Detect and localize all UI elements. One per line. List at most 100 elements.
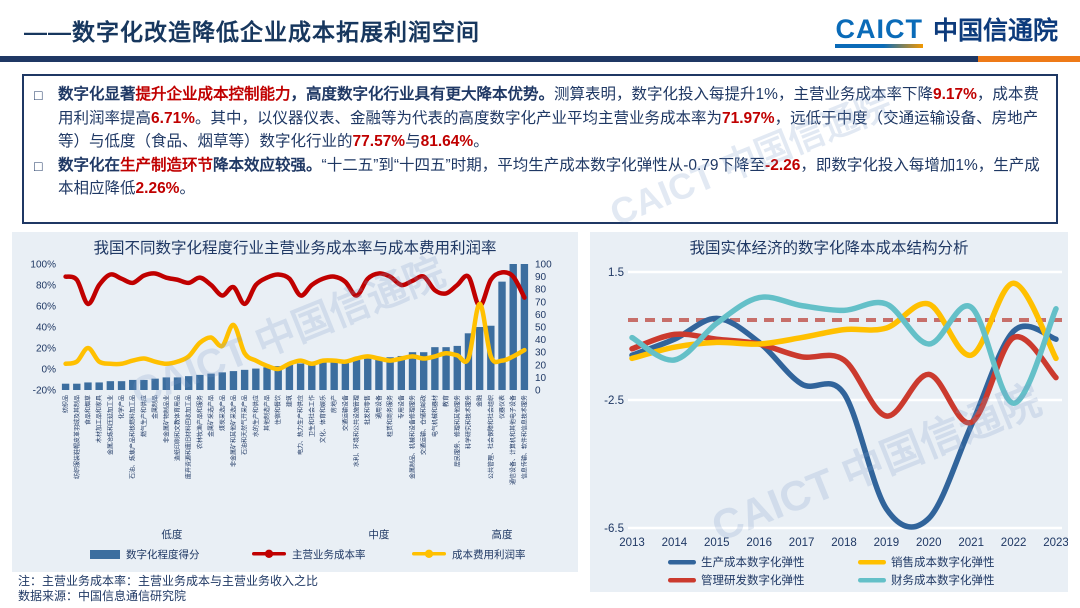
svg-text:财务成本数字化弹性: 财务成本数字化弹性 [891,573,995,587]
svg-text:金属制品、机械和设备修理服务: 金属制品、机械和设备修理服务 [409,395,417,479]
right-chart-svg: 我国实体经济的数字化降本成本结构分析 1.5 -2.5 -6.5 2013 2014 201… [604,239,1068,587]
svg-text:燃气生产和供应: 燃气生产和供应 [140,395,148,437]
svg-text:销售成本数字化弹性: 销售成本数字化弹性 [891,555,995,569]
svg-text:-20%: -20% [33,386,56,397]
svg-text:交通运输、仓储和邮政: 交通运输、仓储和邮政 [420,395,428,455]
svg-text:石油、炼焦产品和核燃料加工品: 石油、炼焦产品和核燃料加工品 [129,395,137,479]
svg-text:中度: 中度 [368,528,389,541]
svg-text:2018: 2018 [831,537,857,549]
header-divider [0,56,978,62]
svg-text:煤炭采选产品: 煤炭采选产品 [218,395,226,431]
svg-text:我国实体经济的数字化降本成本结构分析: 我国实体经济的数字化降本成本结构分析 [689,239,968,257]
svg-text:纺织服装鞋帽皮革羽绒及其制品: 纺织服装鞋帽皮革羽绒及其制品 [73,395,81,479]
header: ——数字化改造降低企业成本拓展利润空间 CAICT 中国信通院 [0,0,1080,56]
svg-text:住宿和餐饮: 住宿和餐饮 [274,395,282,425]
svg-text:金融: 金融 [476,395,484,407]
page-title: ——数字化改造降低企业成本拓展利润空间 [24,19,480,45]
svg-text:0%: 0% [42,365,57,376]
footnote-definition: 注：主营业务成本率：主营业务成本与主营业务收入之比 [18,574,319,588]
svg-text:80: 80 [535,285,547,296]
svg-text:30: 30 [535,348,547,359]
svg-text:40: 40 [535,335,547,346]
svg-text:数字化程度得分: 数字化程度得分 [126,548,200,561]
caict-logo-underline [835,44,923,48]
right-chart-panel: 我国实体经济的数字化降本成本结构分析 1.5 -2.5 -6.5 2013 2014 201… [590,232,1068,592]
svg-text:60: 60 [535,310,547,321]
svg-text:100: 100 [535,260,552,271]
svg-text:40%: 40% [36,323,56,334]
svg-text:建筑: 建筑 [285,395,293,407]
svg-text:2015: 2015 [704,537,730,549]
svg-text:2014: 2014 [662,537,688,549]
svg-text:金属矿采选产品: 金属矿采选产品 [207,395,215,437]
svg-text:0: 0 [535,386,541,397]
svg-text:农林牧渔产品和服务: 农林牧渔产品和服务 [196,395,204,449]
caict-logo-latin: CAICT [835,16,923,48]
svg-text:80%: 80% [36,281,56,292]
bullet-item: □ 数字化在生产制造环节降本效应较强。“十二五”到“十四五”时期，平均生产成本数字… [34,154,1044,201]
svg-text:2013: 2013 [619,537,645,549]
svg-text:主营业务成本率: 主营业务成本率 [292,548,366,561]
svg-text:石油和天然气开采产品: 石油和天然气开采产品 [241,395,249,455]
svg-text:1.5: 1.5 [608,267,624,279]
bullet-marker-icon: □ [34,157,43,174]
svg-text:金属冶炼和压延加工业: 金属冶炼和压延加工业 [106,395,114,455]
svg-text:水的生产和供应: 水的生产和供应 [252,395,260,437]
svg-text:高度: 高度 [492,528,513,541]
svg-text:20%: 20% [36,344,56,355]
svg-text:批发和零售: 批发和零售 [364,395,372,425]
bullet-text: 数字化显著提升企业成本控制能力，高度数字化行业具有更大降本优势。测算表明，数字化… [58,86,1039,150]
left-chart-panel: 我国不同数字化程度行业主营业务成本率与成本费用利润率 10 0% 80% 60% 40% 2… [12,232,578,572]
svg-text:成本费用利润率: 成本费用利润率 [452,548,526,561]
svg-text:通信设备、计算机和其他电子设备: 通信设备、计算机和其他电子设备 [509,395,517,485]
svg-text:水利、环境和公共设施管理: 水利、环境和公共设施管理 [353,395,361,467]
left-chart-svg: 我国不同数字化程度行业主营业务成本率与成本费用利润率 10 0% 80% 60% 40% 2… [30,239,552,561]
svg-text:木材加工品和家具: 木材加工品和家具 [95,395,103,443]
svg-text:20: 20 [535,360,547,371]
svg-text:废弃资源和废旧材料回收加工品: 废弃资源和废旧材料回收加工品 [185,395,193,479]
svg-text:2017: 2017 [789,537,815,549]
svg-text:租赁和商务服务: 租赁和商务服务 [386,395,394,437]
svg-text:管理研发数字化弹性: 管理研发数字化弹性 [701,573,805,587]
svg-text:其他制造产品: 其他制造产品 [263,395,271,431]
svg-text:食品和烟草: 食品和烟草 [84,395,92,425]
svg-text:纺织品: 纺织品 [62,395,70,413]
svg-text:2020: 2020 [916,537,942,549]
bullet-text: 数字化在生产制造环节降本效应较强。“十二五”到“十四五”时期，平均生产成本数字化… [58,156,1040,198]
svg-text:50: 50 [535,323,547,334]
key-findings-box: □ 数字化显著提升企业成本控制能力，高度数字化行业具有更大降本优势。测算表明，数字… [22,74,1058,224]
svg-text:仪器仪表: 仪器仪表 [498,395,506,419]
svg-text:生产成本数字化弹性: 生产成本数字化弹性 [701,555,805,569]
svg-text:公共管理、社会保障和社会组织: 公共管理、社会保障和社会组织 [487,395,495,479]
footnotes: 注：主营业务成本率：主营业务成本与主营业务收入之比 数据来源：中国信息通信研究院 [18,574,318,604]
svg-text:电气机械和器材: 电气机械和器材 [431,395,439,437]
svg-text:2023: 2023 [1043,537,1068,549]
svg-text:专用设备: 专用设备 [397,395,405,419]
svg-text:教育: 教育 [442,395,450,407]
svg-text:2016: 2016 [746,537,772,549]
svg-text:60%: 60% [36,302,56,313]
svg-text:居民服务、修理和其他服务: 居民服务、修理和其他服务 [453,395,461,467]
header-divider-accent [978,56,1080,62]
svg-text:通用设备: 通用设备 [375,395,383,419]
svg-text:化学产品: 化学产品 [118,395,126,419]
svg-text:科学研究和技术服务: 科学研究和技术服务 [464,395,472,449]
svg-text:2021: 2021 [958,537,984,549]
svg-text:交通运输设备: 交通运输设备 [341,395,349,431]
svg-text:非金属矿和其他矿采选产品: 非金属矿和其他矿采选产品 [229,395,237,467]
svg-text:低度: 低度 [161,528,182,541]
bullet-item: □ 数字化显著提升企业成本控制能力，高度数字化行业具有更大降本优势。测算表明，数字… [34,83,1044,154]
svg-text:我国不同数字化程度行业主营业务成本率与成本费用利润率: 我国不同数字化程度行业主营业务成本率与成本费用利润率 [93,239,496,257]
svg-text:2022: 2022 [1001,537,1027,549]
svg-text:2019: 2019 [874,537,900,549]
footnote-source: 数据来源：中国信息通信研究院 [18,589,187,603]
caict-logo-chinese: 中国信通院 [932,17,1058,45]
svg-text:90: 90 [535,272,547,283]
svg-text:房地产: 房地产 [330,395,338,413]
bullet-marker-icon: □ [34,87,43,103]
svg-text:造纸印刷和文教体育用品: 造纸印刷和文教体育用品 [174,395,182,461]
svg-text:-2.5: -2.5 [604,395,624,407]
svg-text:金属制品: 金属制品 [151,395,159,419]
svg-text:电力、热力生产和供应: 电力、热力生产和供应 [297,395,305,455]
svg-text:10: 10 [535,373,547,384]
